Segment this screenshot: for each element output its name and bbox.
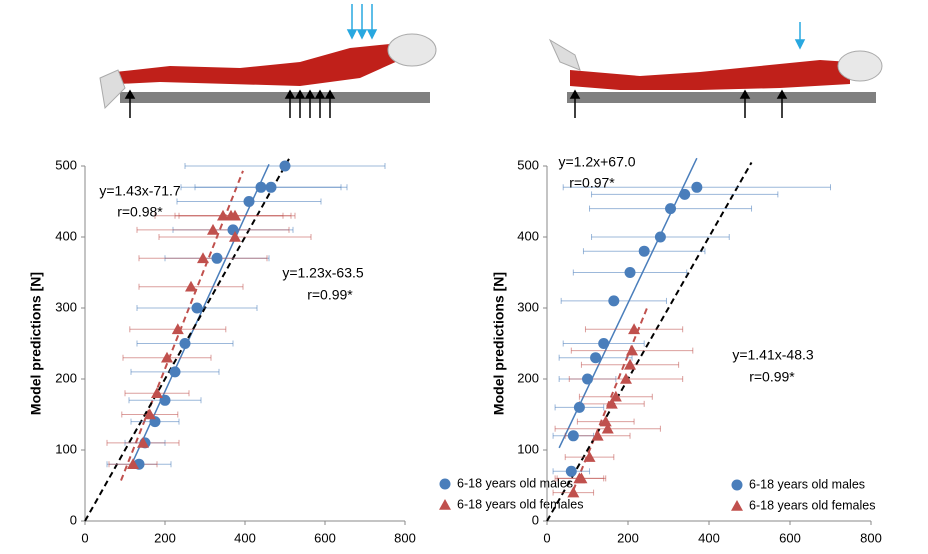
marker-triangle (601, 422, 614, 434)
y-tick-label: 400 (55, 228, 77, 243)
illustration-right (548, 22, 883, 118)
x-tick-label: 800 (394, 530, 416, 545)
marker-triangle (207, 223, 219, 235)
annotation: r=0.99* (307, 287, 353, 303)
y-tick-label: 300 (517, 299, 539, 314)
legend-label: 6-18 years old females (457, 497, 583, 511)
y-tick-label: 200 (517, 370, 539, 385)
x-tick-label: 800 (860, 530, 882, 545)
x-tick-label: 200 (617, 530, 639, 545)
y-tick-label: 0 (70, 512, 77, 527)
marker-circle (179, 338, 191, 349)
marker-circle (691, 181, 703, 193)
marker-triangle (567, 486, 580, 498)
marker-triangle (626, 344, 639, 356)
marker-triangle (731, 500, 743, 511)
x-tick-label: 400 (698, 530, 720, 545)
marker-triangle (127, 458, 139, 469)
marker-circle (169, 366, 181, 378)
marker-circle (265, 181, 277, 193)
marker-triangle (624, 358, 637, 370)
annotation: y=1.41x-48.3 (732, 347, 814, 363)
y-tick-label: 100 (517, 441, 539, 456)
y-axis-label: Model predictions [N] (28, 272, 44, 415)
marker-circle (608, 295, 620, 307)
marker-triangle (143, 408, 156, 420)
annotation: y=1.23x-63.5 (282, 265, 364, 281)
marker-circle (582, 373, 593, 385)
marker-circle (227, 224, 239, 236)
x-tick-label: 0 (543, 530, 550, 545)
marker-circle (567, 430, 579, 442)
annotation: y=1.43x-71.7 (99, 183, 181, 199)
y-tick-label: 100 (55, 441, 77, 456)
marker-triangle (185, 280, 197, 292)
illustration-left (99, 4, 437, 118)
marker-circle (679, 188, 691, 200)
marker-circle (598, 338, 610, 349)
marker-triangle (599, 415, 612, 427)
fit-line (120, 170, 244, 481)
chart-panel: 0 100 200 300 400 500 0 200 400 600 800 Model predi… (28, 157, 584, 545)
y-tick-label: 0 (532, 512, 539, 527)
marker-triangle (137, 436, 149, 448)
marker-circle (565, 465, 577, 477)
x-tick-label: 600 (314, 530, 336, 545)
legend-label: 6-18 years old males (749, 477, 865, 491)
marker-triangle (583, 451, 596, 462)
annotation: r=0.97* (569, 175, 615, 191)
y-tick-label: 500 (55, 157, 77, 172)
marker-triangle (591, 429, 604, 441)
marker-triangle (229, 231, 241, 242)
marker-triangle (161, 351, 173, 363)
annotation: r=0.98* (117, 204, 163, 220)
marker-circle (590, 352, 602, 364)
marker-circle (665, 203, 677, 215)
annotation: y=1.2x+67.0 (558, 154, 635, 170)
marker-circle (573, 401, 585, 413)
marker-circle (731, 479, 743, 491)
chart-panel: 0 100 200 300 400 500 0 200 400 600 800 Model predi… (491, 154, 882, 546)
annotation: r=0.99* (749, 369, 795, 385)
marker-triangle (628, 323, 641, 335)
x-tick-label: 200 (154, 530, 176, 545)
marker-triangle (197, 252, 209, 264)
y-tick-label: 500 (517, 157, 539, 172)
marker-triangle (217, 209, 229, 221)
y-tick-label: 300 (55, 299, 77, 314)
marker-circle (255, 181, 267, 193)
fit-line (546, 161, 753, 522)
marker-circle (654, 231, 666, 243)
marker-triangle (619, 373, 632, 384)
y-tick-label: 400 (517, 228, 539, 243)
legend-label: 6-18 years old females (749, 498, 875, 512)
x-tick-label: 400 (234, 530, 256, 545)
marker-circle (211, 252, 223, 264)
marker-circle (638, 245, 650, 257)
x-tick-label: 600 (779, 530, 801, 545)
marker-circle (279, 160, 291, 172)
marker-circle (624, 267, 636, 278)
marker-triangle (171, 323, 184, 335)
marker-triangle (439, 499, 451, 510)
marker-triangle (609, 390, 622, 402)
marker-triangle (605, 397, 618, 409)
y-axis-label: Model predictions [N] (491, 272, 507, 415)
marker-circle (191, 302, 203, 314)
marker-triangle (151, 387, 163, 398)
legend-label: 6-18 years old males (457, 476, 573, 490)
x-tick-label: 0 (81, 530, 88, 545)
marker-circle (243, 196, 255, 207)
marker-circle (439, 478, 451, 490)
y-tick-label: 200 (55, 370, 77, 385)
marker-triangle (229, 209, 241, 221)
marker-triangle (573, 472, 586, 484)
